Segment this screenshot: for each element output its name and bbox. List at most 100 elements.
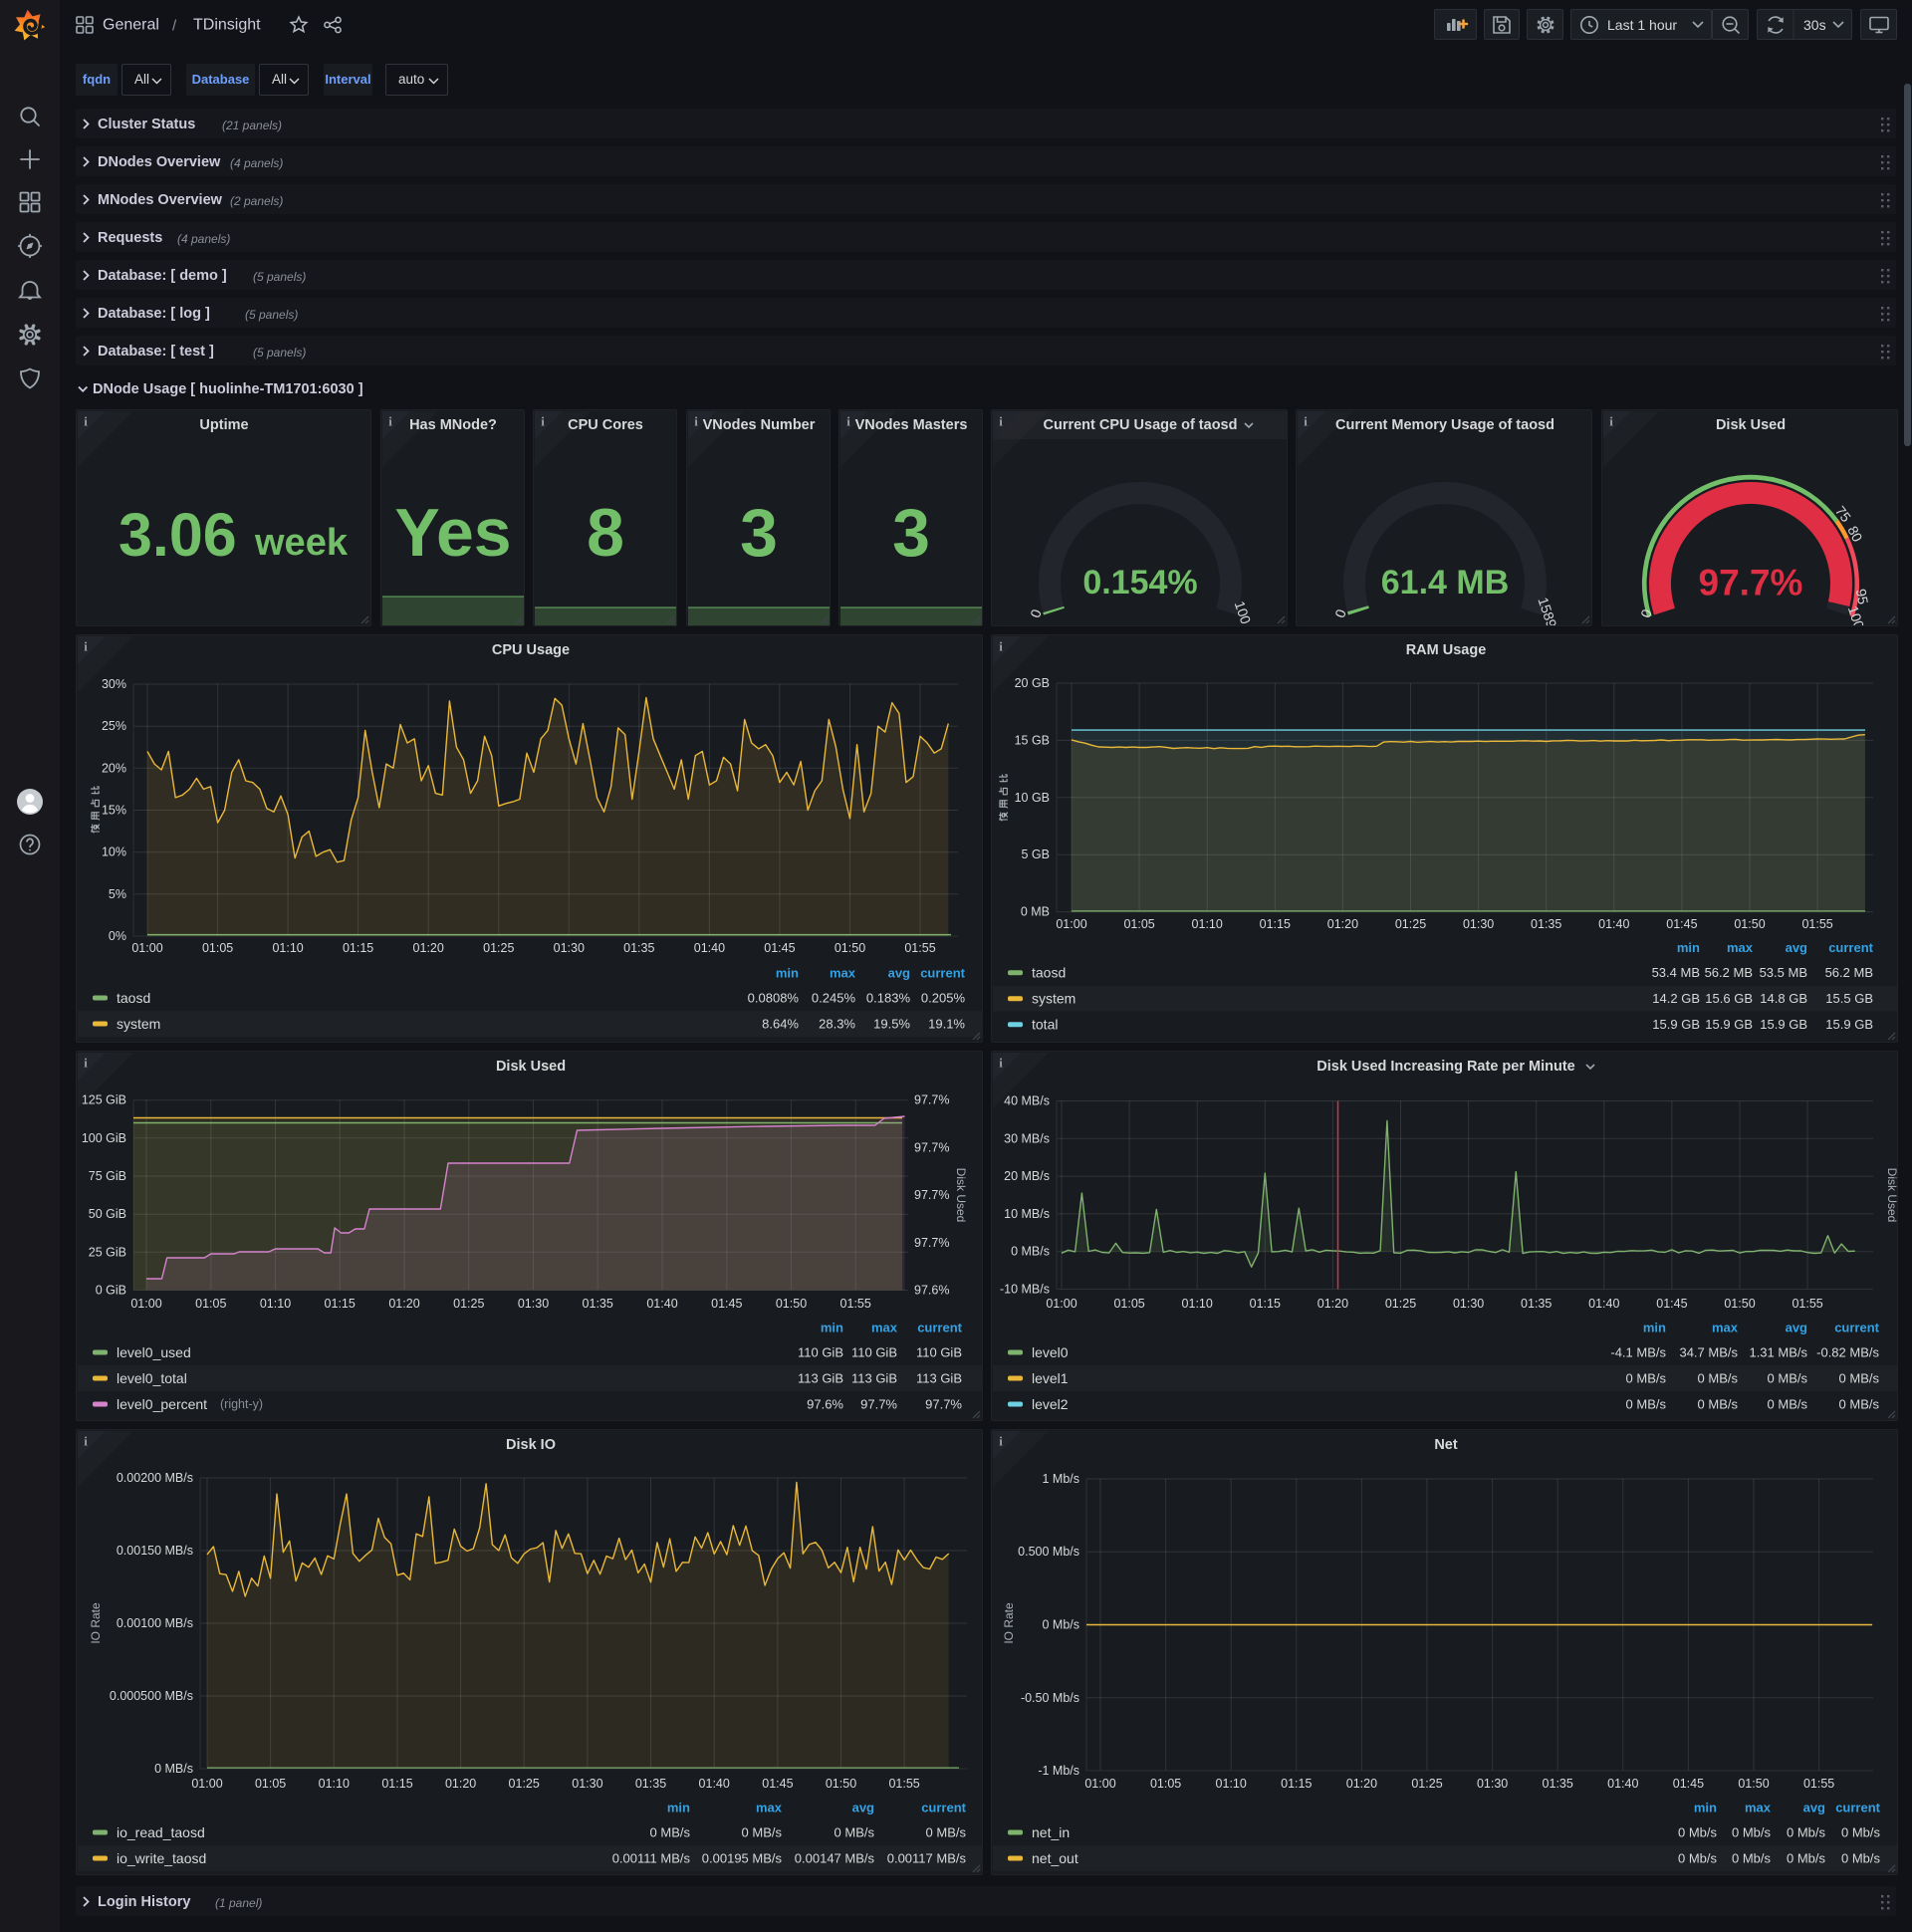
svg-text:01:30: 01:30: [1463, 917, 1494, 931]
svg-text:01:05: 01:05: [1113, 1297, 1144, 1311]
svg-text:01:35: 01:35: [1531, 917, 1561, 931]
svg-text:min: min: [821, 1321, 843, 1335]
svg-text:i: i: [388, 414, 392, 429]
svg-text:-4.1 MB/s: -4.1 MB/s: [1610, 1345, 1666, 1360]
svg-text:01:00: 01:00: [1084, 1777, 1115, 1791]
svg-text:01:40: 01:40: [1607, 1777, 1638, 1791]
svg-text:DNode Usage [ huolinhe-TM1701:: DNode Usage [ huolinhe-TM1701:6030 ]: [93, 381, 363, 397]
svg-text:0 MB/s: 0 MB/s: [1626, 1371, 1667, 1386]
svg-text:15%: 15%: [102, 804, 126, 818]
svg-text:current: current: [1835, 1801, 1880, 1815]
svg-text:0 Mb/s: 0 Mb/s: [1042, 1618, 1079, 1632]
svg-text:0.154%: 0.154%: [1082, 564, 1197, 602]
svg-text:97.7%: 97.7%: [860, 1397, 897, 1412]
svg-text:level2: level2: [1032, 1396, 1069, 1412]
svg-text:97.7%: 97.7%: [914, 1140, 949, 1154]
svg-text:level0_used: level0_used: [117, 1344, 191, 1360]
svg-text:system: system: [1032, 991, 1076, 1007]
svg-text:min: min: [776, 966, 799, 981]
svg-text:30s: 30s: [1803, 17, 1826, 33]
svg-text:01:30: 01:30: [554, 941, 585, 955]
svg-text:net_in: net_in: [1032, 1824, 1070, 1840]
svg-text:01:10: 01:10: [319, 1777, 350, 1791]
svg-text:max: max: [871, 1321, 898, 1335]
svg-text:i: i: [84, 1056, 88, 1071]
svg-text:25%: 25%: [102, 719, 126, 733]
svg-text:i: i: [999, 1434, 1003, 1449]
svg-text:min: min: [1643, 1321, 1666, 1335]
svg-text:01:10: 01:10: [260, 1297, 291, 1311]
svg-text:i: i: [846, 414, 850, 429]
svg-text:0 Mb/s: 0 Mb/s: [1787, 1825, 1826, 1840]
svg-text:0.0808%: 0.0808%: [748, 991, 800, 1006]
svg-text:01:15: 01:15: [343, 941, 373, 955]
svg-text:01:10: 01:10: [1216, 1777, 1247, 1791]
svg-text:level0_percent: level0_percent: [117, 1396, 207, 1412]
svg-text:Current Memory Usage of taosd: Current Memory Usage of taosd: [1335, 417, 1554, 433]
svg-text:01:40: 01:40: [646, 1297, 677, 1311]
svg-text:01:25: 01:25: [509, 1777, 540, 1791]
svg-text:i: i: [999, 414, 1003, 429]
svg-text:01:45: 01:45: [1666, 917, 1697, 931]
svg-text:1 Mb/s: 1 Mb/s: [1042, 1472, 1079, 1486]
svg-text:19.1%: 19.1%: [928, 1017, 965, 1032]
svg-text:taosd: taosd: [1032, 965, 1066, 981]
svg-text:0 MB/s: 0 MB/s: [1839, 1371, 1880, 1386]
svg-text:-10 MB/s: -10 MB/s: [1000, 1283, 1050, 1297]
svg-text:Last 1 hour: Last 1 hour: [1607, 17, 1677, 33]
svg-text:01:30: 01:30: [518, 1297, 549, 1311]
svg-text:01:25: 01:25: [483, 941, 514, 955]
svg-text:34.7 MB/s: 34.7 MB/s: [1679, 1345, 1738, 1360]
svg-text:01:40: 01:40: [694, 941, 725, 955]
svg-text:total: total: [1032, 1017, 1058, 1033]
svg-text:01:15: 01:15: [1250, 1297, 1281, 1311]
svg-text:0.000500 MB/s: 0.000500 MB/s: [110, 1689, 193, 1703]
svg-text:Yes: Yes: [394, 495, 511, 571]
svg-text:20 MB/s: 20 MB/s: [1004, 1169, 1050, 1183]
svg-text:0 MB/s: 0 MB/s: [1626, 1397, 1667, 1412]
svg-text:3: 3: [740, 495, 778, 571]
svg-text:01:40: 01:40: [1588, 1297, 1619, 1311]
svg-text:current: current: [921, 1801, 966, 1815]
svg-text:max: max: [830, 966, 856, 981]
svg-text:01:00: 01:00: [1056, 917, 1086, 931]
svg-text:01:10: 01:10: [1192, 917, 1223, 931]
svg-text:01:35: 01:35: [623, 941, 654, 955]
svg-text:0 MB/s: 0 MB/s: [926, 1825, 967, 1840]
svg-text:01:00: 01:00: [130, 1297, 161, 1311]
svg-text:0 Mb/s: 0 Mb/s: [1678, 1851, 1718, 1866]
svg-text:01:25: 01:25: [1411, 1777, 1442, 1791]
svg-text:01:15: 01:15: [325, 1297, 356, 1311]
svg-text:0 MB/s: 0 MB/s: [1698, 1371, 1739, 1386]
svg-text:01:20: 01:20: [1317, 1297, 1348, 1311]
svg-text:01:20: 01:20: [388, 1297, 419, 1311]
svg-text:0.00147 MB/s: 0.00147 MB/s: [795, 1851, 875, 1866]
svg-text:113 GiB: 113 GiB: [916, 1371, 962, 1386]
svg-text:56.2 MB: 56.2 MB: [1705, 965, 1753, 980]
svg-text:i: i: [694, 414, 698, 429]
svg-text:0.00111 MB/s: 0.00111 MB/s: [612, 1851, 691, 1866]
svg-text:Disk Used: Disk Used: [1885, 1168, 1897, 1223]
svg-text:current: current: [1834, 1321, 1879, 1335]
svg-text:avg: avg: [888, 966, 910, 981]
svg-text:10 GB: 10 GB: [1015, 791, 1050, 805]
svg-text:0 Mb/s: 0 Mb/s: [1732, 1851, 1772, 1866]
svg-text:Disk Used Increasing Rate per: Disk Used Increasing Rate per Minute: [1316, 1059, 1574, 1075]
svg-text:01:15: 01:15: [1281, 1777, 1312, 1791]
svg-text:CPU Cores: CPU Cores: [568, 417, 643, 433]
svg-text:97.7%: 97.7%: [914, 1093, 949, 1107]
svg-text:01:00: 01:00: [131, 941, 162, 955]
svg-text:28.3%: 28.3%: [819, 1017, 855, 1032]
svg-text:01:20: 01:20: [1346, 1777, 1377, 1791]
svg-text:5%: 5%: [109, 887, 126, 901]
svg-text:io_read_taosd: io_read_taosd: [117, 1824, 205, 1840]
svg-text:01:30: 01:30: [572, 1777, 602, 1791]
svg-text:110 GiB: 110 GiB: [916, 1345, 962, 1360]
svg-text:0 MB/s: 0 MB/s: [154, 1762, 193, 1776]
svg-text:100: 100: [1845, 604, 1868, 625]
svg-text:Current CPU Usage of taosd: Current CPU Usage of taosd: [1044, 417, 1238, 433]
svg-text:level1: level1: [1032, 1370, 1069, 1386]
svg-text:0 Mb/s: 0 Mb/s: [1678, 1825, 1718, 1840]
svg-text:53.4 MB: 53.4 MB: [1652, 965, 1700, 980]
svg-text:-0.82 MB/s: -0.82 MB/s: [1816, 1345, 1879, 1360]
